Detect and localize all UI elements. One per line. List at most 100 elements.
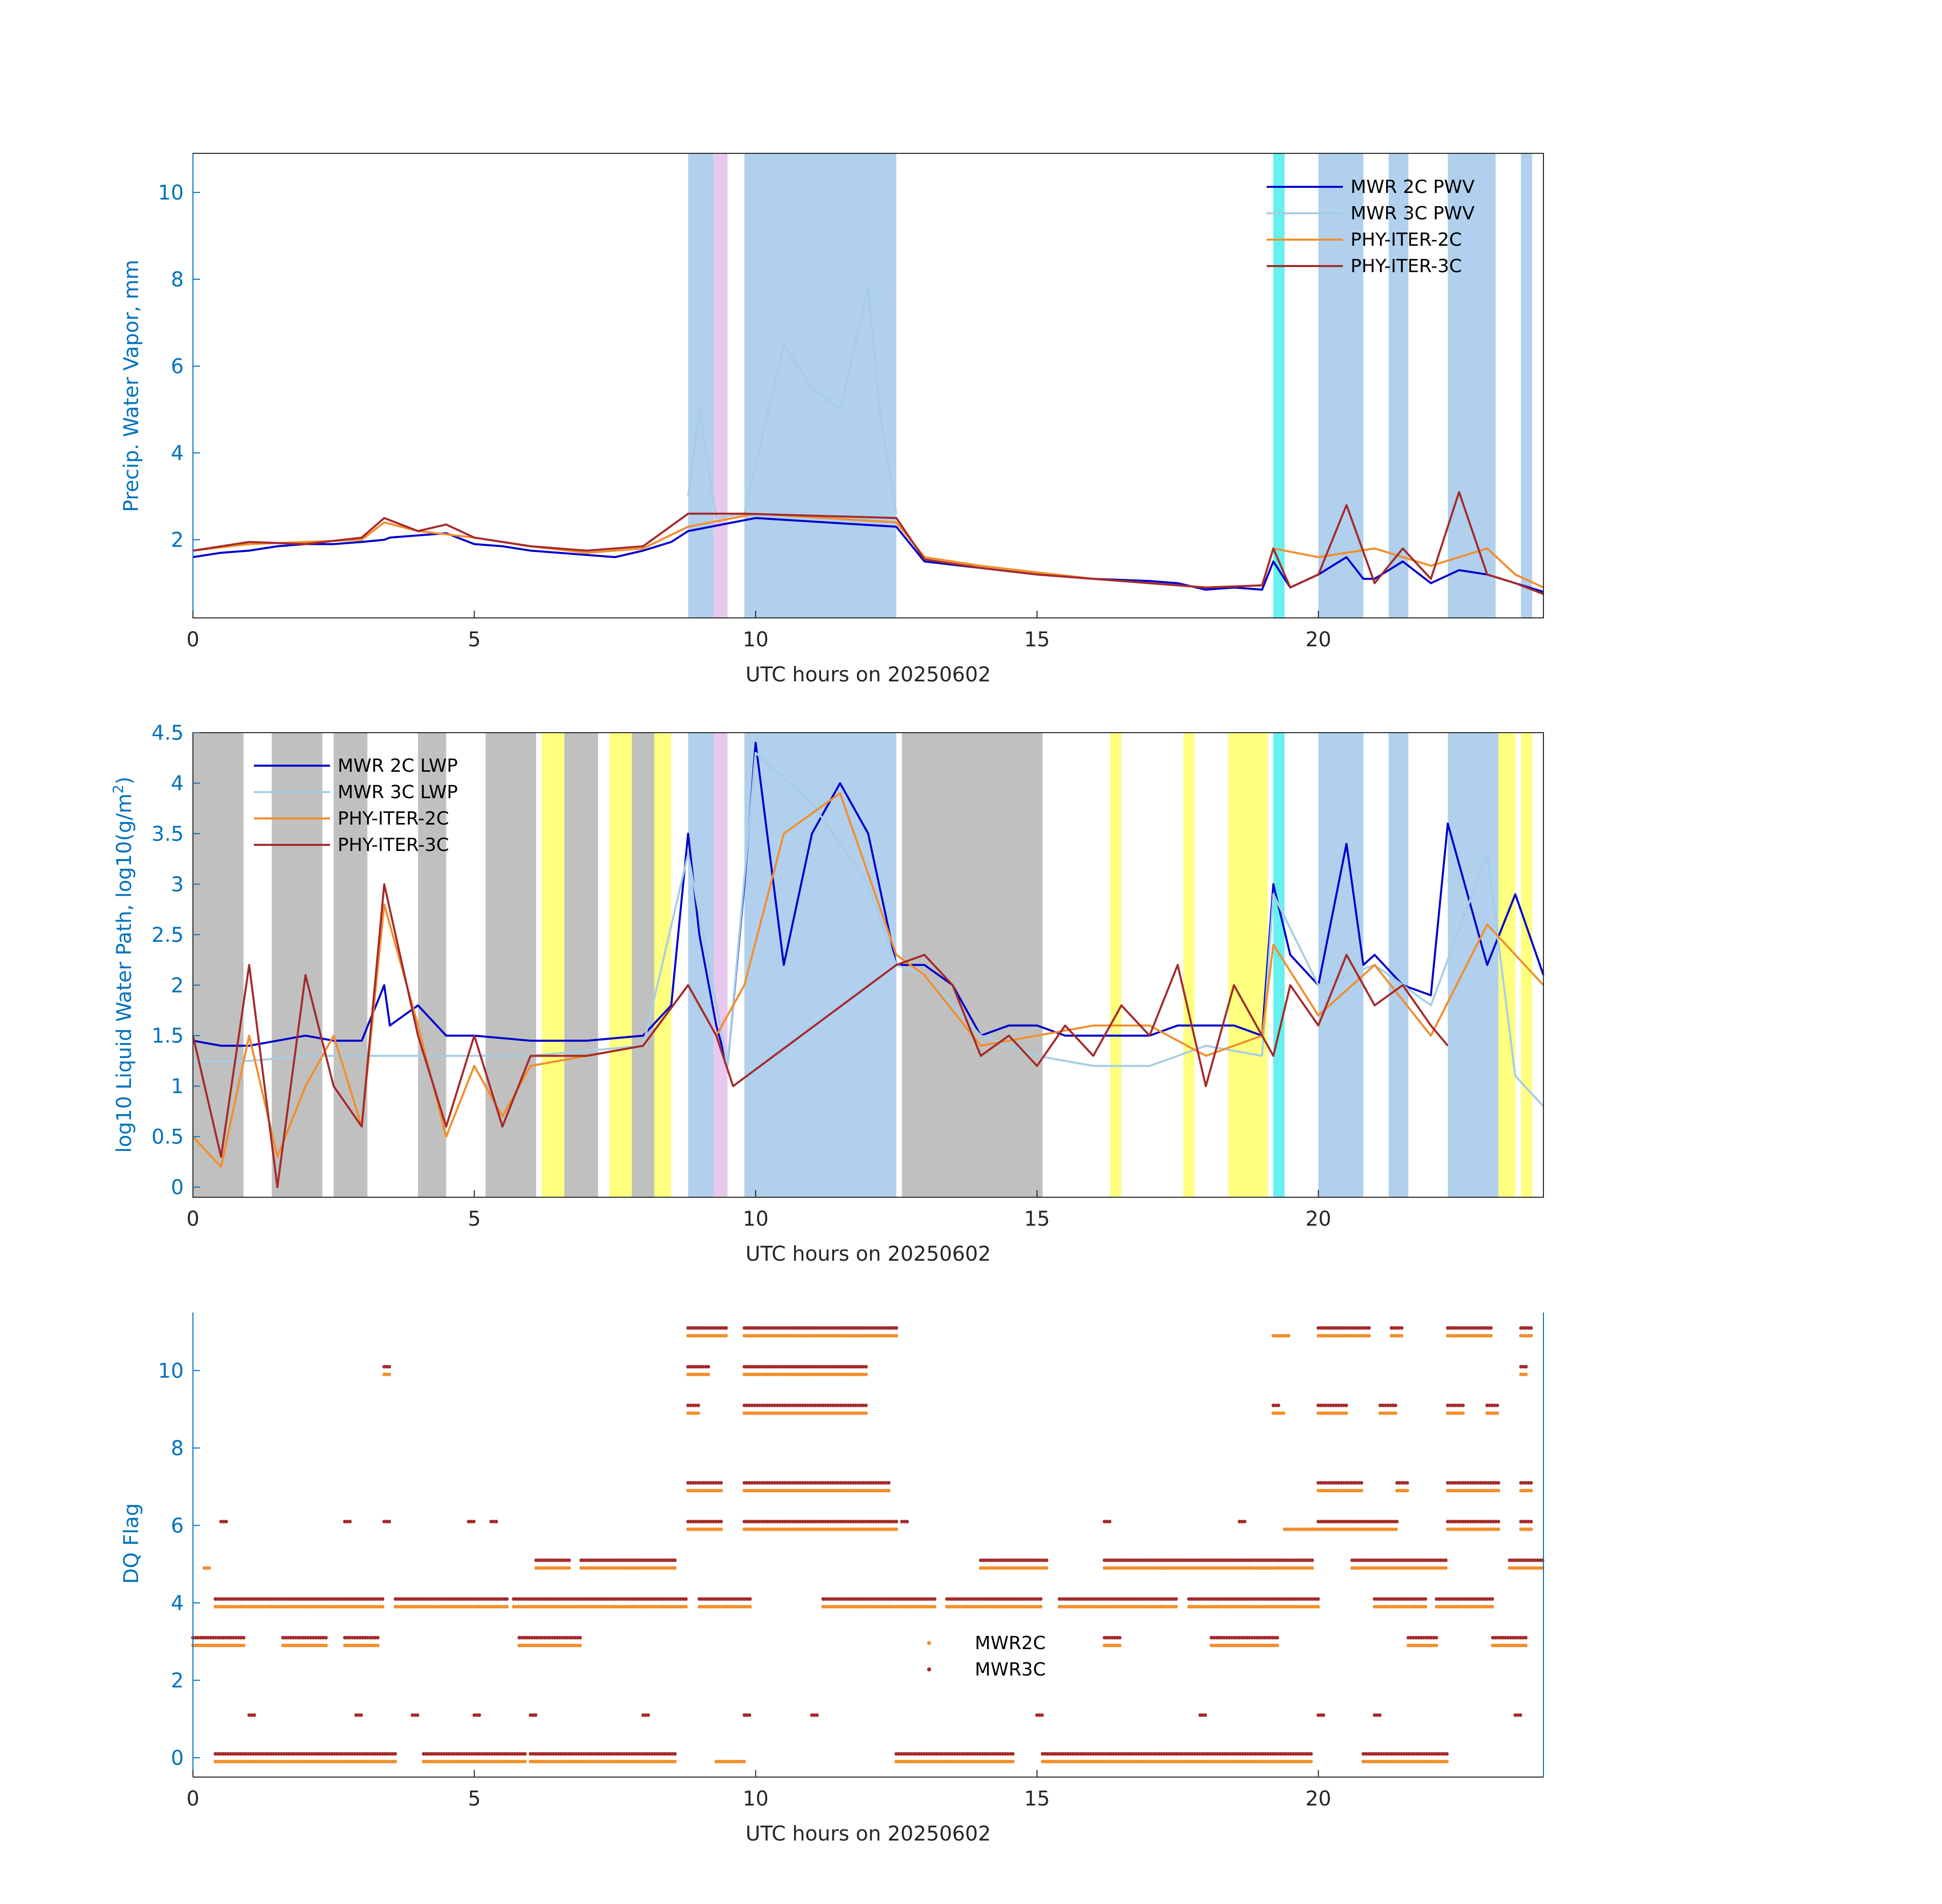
dqflag-point-mwr3c	[229, 1635, 233, 1640]
dqflag-point-mwr2c	[1245, 1604, 1249, 1609]
dqflag-point-mwr3c	[1372, 1520, 1376, 1524]
dqflag-point-mwr2c	[360, 1759, 365, 1764]
dqflag-point-mwr3c	[1220, 1597, 1224, 1601]
dqflag-point-mwr2c	[874, 1604, 878, 1609]
dqflag-point-mwr3c	[292, 1597, 296, 1601]
dqflag-point-mwr2c	[366, 1644, 370, 1648]
dqflag-point-mwr2c	[1493, 1644, 1497, 1648]
dqflag-point-mwr3c	[241, 1752, 245, 1756]
dqflag-point-mwr3c	[763, 1520, 767, 1524]
dqflag-point-mwr2c	[223, 1604, 227, 1609]
dqflag-point-mwr3c	[1439, 1558, 1443, 1562]
dqflag-point-mwr3c	[1411, 1635, 1416, 1640]
dqflag-point-mwr3c	[345, 1752, 349, 1756]
dqflag-point-mwr2c	[1418, 1604, 1422, 1609]
dqflag-point-mwr2c	[531, 1759, 535, 1764]
dqflag-point-mwr3c	[1364, 1520, 1368, 1524]
dqflag-point-mwr3c	[829, 1403, 833, 1407]
dqflag-point-mwr3c	[884, 1597, 888, 1601]
dqflag-point-mwr3c	[1478, 1481, 1483, 1485]
dqflag-point-mwr3c	[1421, 1597, 1425, 1601]
dqflag-point-mwr2c	[333, 1604, 337, 1609]
dqflag-point-mwr3c	[879, 1520, 883, 1524]
dqflag-point-mwr2c	[1398, 1604, 1402, 1609]
dqflag-point-mwr3c	[1102, 1558, 1107, 1562]
dqflag-point-mwr3c	[567, 1597, 572, 1601]
dqflag-point-mwr3c	[989, 1558, 993, 1562]
dqflag-point-mwr2c	[1461, 1334, 1465, 1338]
dqflag-point-mwr2c	[1468, 1334, 1473, 1338]
dqflag-point-mwr3c	[626, 1597, 630, 1601]
dqflag-point-mwr3c	[565, 1597, 569, 1601]
dqflag-point-mwr2c	[577, 1604, 581, 1609]
dqflag-point-mwr3c	[1006, 1597, 1010, 1601]
dqflag-point-mwr3c	[1209, 1558, 1213, 1562]
dqflag-point-mwr2c	[547, 1566, 551, 1570]
dqflag-point-mwr3c	[322, 1597, 326, 1601]
dqflag-point-mwr2c	[1413, 1604, 1417, 1609]
dqflag-point-mwr3c	[775, 1481, 779, 1485]
dqflag-point-mwr2c	[1421, 1566, 1425, 1570]
dqflag-point-mwr2c	[1123, 1604, 1128, 1609]
dqflag-point-mwr3c	[1003, 1597, 1007, 1601]
dqflag-point-mwr2c	[1427, 1644, 1431, 1648]
dqflag-point-mwr3c	[498, 1752, 502, 1756]
dqflag-point-mwr3c	[477, 1713, 481, 1717]
dqflag-point-mwr3c	[1191, 1558, 1195, 1562]
dqflag-point-mwr2c	[1337, 1411, 1341, 1415]
dqflag-point-mwr3c	[1435, 1752, 1439, 1756]
dqflag-point-mwr3c	[1449, 1520, 1453, 1524]
dqflag-point-mwr2c	[1252, 1566, 1256, 1570]
dqflag-point-mwr3c	[1419, 1558, 1423, 1562]
dqflag-point-mwr2c	[1182, 1759, 1187, 1764]
pwv-shaded-span	[1389, 153, 1408, 618]
dqflag-point-mwr3c	[1529, 1481, 1533, 1485]
dqflag-point-mwr2c	[1094, 1759, 1098, 1764]
dqflag-point-mwr3c	[668, 1558, 672, 1562]
dqflag-point-mwr2c	[492, 1604, 497, 1609]
dqflag-point-mwr3c	[691, 1481, 695, 1485]
dqflag-point-mwr2c	[1481, 1527, 1485, 1531]
dqflag-point-mwr3c	[1103, 1597, 1107, 1601]
dqflag-point-mwr3c	[752, 1326, 756, 1330]
dqflag-point-mwr3c	[655, 1752, 659, 1756]
dqflag-point-mwr3c	[1027, 1558, 1031, 1562]
dqflag-point-mwr2c	[315, 1604, 319, 1609]
dqflag-point-mwr3c	[327, 1752, 332, 1756]
dqflag-point-mwr2c	[1189, 1566, 1193, 1570]
dqflag-point-mwr3c	[409, 1597, 413, 1601]
lwp-x-tick-label: 10	[743, 1207, 769, 1231]
dqflag-point-mwr3c	[1385, 1597, 1389, 1601]
dqflag-point-mwr2c	[1102, 1566, 1107, 1570]
dqflag-point-mwr3c	[869, 1481, 873, 1485]
dqflag-point-mwr2c	[919, 1759, 924, 1764]
dqflag-point-mwr3c	[366, 1597, 370, 1601]
dqflag-point-mwr3c	[251, 1597, 255, 1601]
dqflag-point-mwr3c	[1282, 1558, 1287, 1562]
dqflag-point-mwr2c	[1477, 1604, 1482, 1609]
dqflag-point-mwr3c	[363, 1635, 367, 1640]
dqflag-point-mwr3c	[970, 1597, 974, 1601]
dqflag-point-mwr3c	[1456, 1481, 1460, 1485]
dqflag-point-mwr3c	[1083, 1752, 1088, 1756]
dqflag-point-mwr3c	[1427, 1635, 1431, 1640]
dqflag-point-mwr2c	[340, 1604, 344, 1609]
dqflag-point-mwr3c	[246, 1752, 250, 1756]
dqflag-point-mwr3c	[1416, 1558, 1420, 1562]
dqflag-point-mwr2c	[1131, 1604, 1135, 1609]
dqflag-point-mwr2c	[1196, 1566, 1200, 1570]
dqflag-point-mwr3c	[1421, 1558, 1425, 1562]
dqflag-point-mwr2c	[796, 1527, 800, 1531]
dqflag-point-mwr3c	[983, 1597, 987, 1601]
dqflag-point-mwr3c	[1050, 1752, 1055, 1756]
dqflag-point-mwr3c	[592, 1558, 596, 1562]
dqflag-point-mwr3c	[1483, 1597, 1487, 1601]
dqflag-point-mwr2c	[857, 1411, 861, 1415]
dqflag-point-mwr2c	[312, 1759, 316, 1764]
dqflag-point-mwr3c	[859, 1403, 863, 1407]
dqflag-point-mwr2c	[1524, 1372, 1528, 1376]
dqflag-point-mwr3c	[1250, 1597, 1254, 1601]
dqflag-point-mwr2c	[1344, 1334, 1348, 1338]
dqflag-point-mwr3c	[778, 1403, 782, 1407]
dqflag-point-mwr2c	[1478, 1489, 1483, 1493]
